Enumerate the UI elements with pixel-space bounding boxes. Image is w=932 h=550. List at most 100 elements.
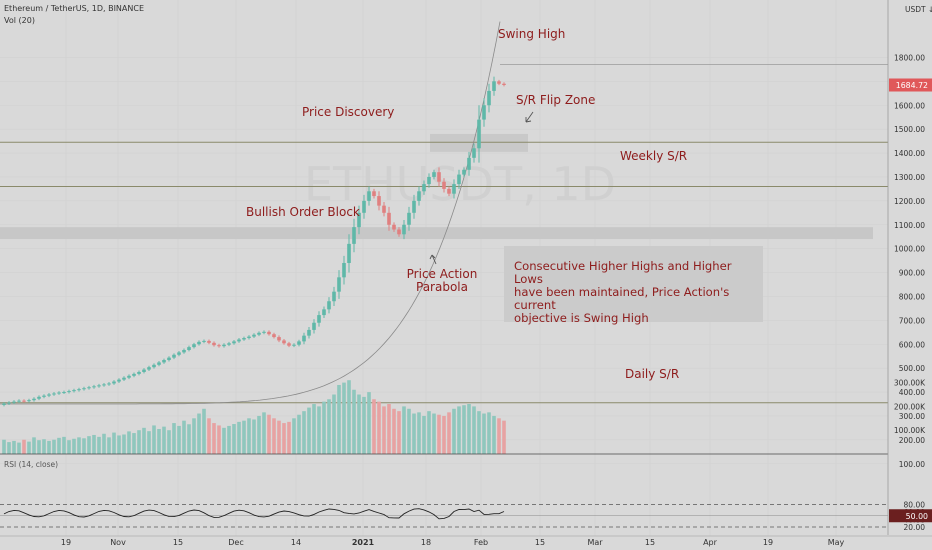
candle-body <box>212 342 216 346</box>
time-tick-label: 18 <box>421 538 431 547</box>
price-discovery-annotation: Price Discovery <box>302 105 394 119</box>
volume-bar <box>187 424 191 454</box>
volume-bar <box>347 380 351 454</box>
candle-body <box>257 332 261 335</box>
candle-body <box>227 343 231 345</box>
rsi-label: RSI (14, close) <box>4 460 58 469</box>
bullish-order-block-annotation: Bullish Order Block <box>246 205 360 219</box>
volume-bar <box>37 440 41 454</box>
time-tick-label: 19 <box>61 538 71 547</box>
volume-bar <box>427 411 431 454</box>
price-tick-label: 1200.00 <box>894 197 925 206</box>
volume-bar <box>397 411 401 454</box>
candle-body <box>402 224 406 235</box>
candle-body <box>477 119 481 149</box>
candle-body <box>342 262 346 278</box>
candle-body <box>362 200 366 213</box>
price-tick-label: 900.00 <box>899 269 925 278</box>
volume-bar <box>452 408 456 454</box>
volume-bar <box>207 418 211 454</box>
volume-bar <box>392 408 396 454</box>
volume-bar <box>127 431 131 454</box>
volume-bar <box>102 433 106 454</box>
candle-body <box>222 344 226 347</box>
volume-bar <box>42 439 46 454</box>
candle-body <box>2 403 6 405</box>
daily-sr-annotation: Daily S/R <box>625 367 679 381</box>
candle-body <box>447 188 451 194</box>
candle-body <box>307 329 311 336</box>
candle-body <box>137 371 141 374</box>
candle-body <box>282 340 286 344</box>
volume-bar <box>192 418 196 454</box>
candle-body <box>32 398 36 401</box>
volume-bar <box>412 413 416 454</box>
volume-bar <box>32 437 36 454</box>
candle-body <box>57 392 61 394</box>
volume-bar <box>362 396 366 454</box>
candle-body <box>7 402 11 404</box>
candle-body <box>247 336 251 339</box>
last-price-badge <box>889 78 932 92</box>
candle-body <box>327 301 331 310</box>
volume-bar <box>52 439 56 454</box>
price-tick-label: 300.00 <box>899 412 925 421</box>
volume-bar <box>172 423 176 454</box>
candle-body <box>217 345 221 347</box>
time-tick-label: 2021 <box>352 538 375 547</box>
candle-body <box>147 367 151 370</box>
price-axis: USDT ↓ 100.00 200.00 300.00 400.00 500.00 600.… <box>887 0 932 550</box>
volume-tick-label: 200.00K <box>894 402 926 411</box>
volume-bar <box>317 406 321 454</box>
volume-bar <box>502 420 506 454</box>
volume-bar <box>477 411 481 454</box>
candle-body <box>107 383 111 385</box>
candle-body <box>127 375 131 378</box>
volume-bar <box>97 436 101 454</box>
volume-bar <box>212 423 216 454</box>
candle-body <box>357 212 361 228</box>
volume-bar <box>162 426 166 454</box>
price-tick-label: 400.00 <box>899 388 925 397</box>
volume-bar <box>77 437 81 454</box>
price-tick-label: 200.00 <box>899 436 925 445</box>
volume-bar <box>497 418 501 454</box>
volume-bar <box>27 441 31 454</box>
candle-body <box>347 243 351 263</box>
volume-bar <box>2 439 6 454</box>
candle-body <box>112 381 116 384</box>
volume-bar <box>147 431 151 454</box>
candle-body <box>22 400 26 402</box>
volume-bar <box>337 384 341 454</box>
candle-body <box>202 340 206 342</box>
candle-body <box>207 340 211 343</box>
candle-body <box>387 212 391 225</box>
volume-bar <box>492 415 496 454</box>
time-tick-label: Apr <box>703 538 718 547</box>
volume-bar <box>182 420 186 454</box>
volume-bar <box>442 415 446 454</box>
volume-bar <box>7 442 11 454</box>
candle-body <box>132 373 136 376</box>
candle-body <box>462 169 466 175</box>
sr-flip-zone-annotation: S/R Flip Zone <box>516 93 595 107</box>
volume-bar <box>407 408 411 454</box>
candle-body <box>72 390 76 392</box>
volume-bar <box>62 436 66 454</box>
volume-bar <box>167 430 171 454</box>
volume-bar <box>22 439 26 454</box>
candle-body <box>232 341 236 344</box>
candle-body <box>27 400 31 402</box>
price-tick-label: 1300.00 <box>894 173 925 182</box>
candle-body <box>382 205 386 213</box>
volume-bar <box>107 437 111 454</box>
volume-tick-label: 100.00K <box>894 426 926 435</box>
candle-body <box>252 334 256 337</box>
candle-body <box>392 224 396 230</box>
axis-panel <box>888 0 932 550</box>
volume-bar <box>177 425 181 454</box>
volume-bar <box>47 440 51 454</box>
candle-body <box>167 357 171 361</box>
